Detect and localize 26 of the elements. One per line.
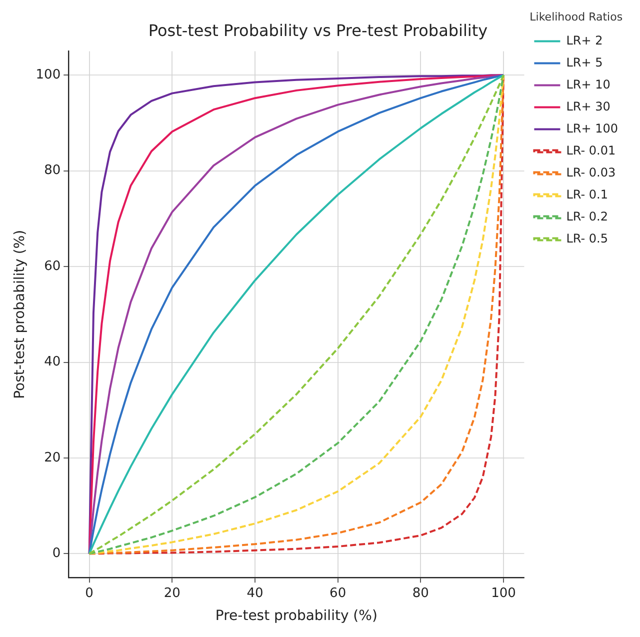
legend-title: Likelihood Ratios <box>530 10 623 24</box>
legend-label: LR- 0.01 <box>566 143 616 158</box>
chart-title: Post-test Probability vs Pre-test Probability <box>148 20 488 40</box>
y-tick-label: 100 <box>36 68 61 82</box>
legend-label: LR- 0.2 <box>566 209 608 224</box>
x-tick-label: 40 <box>246 586 264 601</box>
y-tick-label: 0 <box>52 546 61 562</box>
legend-label: LR- 0.5 <box>566 231 608 246</box>
legend-label: LR+ 2 <box>566 33 603 48</box>
y-tick-label: 20 <box>44 450 61 466</box>
x-axis-title: Pre-test probability (%) <box>215 608 378 624</box>
legend-label: LR+ 5 <box>566 55 603 70</box>
legend-label: LR+ 10 <box>566 77 610 92</box>
x-tick-label: 20 <box>164 586 180 601</box>
x-tick-label: 60 <box>330 586 346 601</box>
legend-label: LR+ 30 <box>566 99 610 114</box>
legend-label: LR+ 100 <box>566 121 618 136</box>
y-tick-label: 40 <box>44 354 61 370</box>
legend-label: LR- 0.03 <box>566 165 616 180</box>
y-tick-label: 60 <box>44 258 61 274</box>
x-tick-label: 100 <box>491 586 516 601</box>
x-tick-label: 80 <box>412 586 429 601</box>
y-tick-label: 80 <box>44 163 61 178</box>
legend-label: LR- 0.1 <box>566 187 608 202</box>
x-tick-label: 0 <box>85 586 94 601</box>
y-axis-title: Post-test probability (%) <box>12 230 28 399</box>
